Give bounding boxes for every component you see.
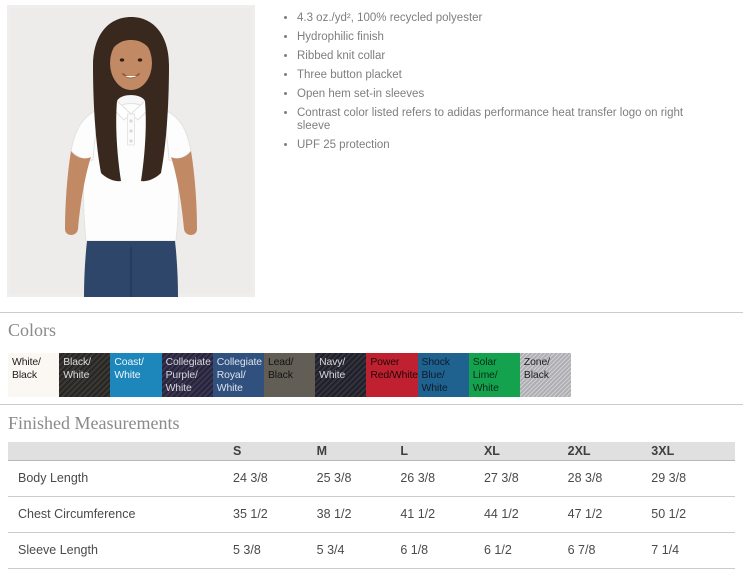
size-col-header-m: M (316, 442, 401, 461)
color-swatch-solar-lime-white[interactable]: Solar Lime/ White (468, 353, 520, 397)
measurement-value: 24 3/8 (233, 460, 317, 497)
color-swatch-coast-white[interactable]: Coast/ White (110, 353, 162, 397)
measurement-value: 41 1/2 (400, 496, 484, 533)
measurement-row-label: Sleeve Length (8, 532, 233, 569)
measurement-value: 5 3/4 (316, 532, 401, 569)
measurement-value: 35 1/2 (233, 496, 317, 533)
feature-list: 4.3 oz./yd², 100% recycled polyester Hydr… (281, 12, 693, 158)
measurements-table: S M L XL 2XL 3XL Body Length 24 3/8 25 3/8 26 3/… (8, 442, 735, 569)
measurement-row: Body Length 24 3/8 25 3/8 26 3/8 27 3/8 28 3/… (8, 460, 735, 497)
size-col-header-xl: XL (483, 442, 568, 461)
feature-item: UPF 25 protection (297, 139, 693, 152)
size-col-header-2xl: 2XL (567, 442, 652, 461)
measurements-head-row: S M L XL 2XL 3XL (8, 442, 735, 461)
colors-heading: Colors (8, 320, 57, 340)
feature-item: Ribbed knit collar (297, 50, 693, 63)
measurement-value: 6 1/8 (400, 532, 484, 569)
product-photo (7, 5, 255, 297)
color-swatch-white-black[interactable]: White/ Black (8, 353, 60, 397)
measurement-row-label: Body Length (8, 460, 233, 497)
feature-item: 4.3 oz./yd², 100% recycled polyester (297, 12, 693, 25)
divider (0, 312, 743, 313)
feature-item: Three button placket (297, 69, 693, 82)
measurement-value: 50 1/2 (651, 496, 735, 533)
measurements-body: Body Length 24 3/8 25 3/8 26 3/8 27 3/8 28 3/… (8, 460, 735, 569)
color-swatch-black-white[interactable]: Black/ White (59, 353, 111, 397)
feature-item: Contrast color listed refers to adidas p… (297, 107, 693, 133)
color-swatch-lead-black[interactable]: Lead/ Black (263, 353, 316, 397)
measurement-value: 29 3/8 (651, 460, 735, 497)
measurements-heading: Finished Measurements (8, 413, 180, 433)
size-col-header-l: L (400, 442, 484, 461)
divider (0, 404, 743, 405)
feature-item: Open hem set-in sleeves (297, 88, 693, 101)
model-illustration (7, 5, 255, 297)
measurement-value: 6 7/8 (567, 532, 652, 569)
color-swatch-navy-white[interactable]: Navy/ White (315, 353, 367, 397)
size-col-header-3xl: 3XL (651, 442, 735, 461)
measurement-row: Sleeve Length 5 3/8 5 3/4 6 1/8 6 1/2 6 7/8 7 … (8, 532, 735, 569)
color-swatch-shock-blue-white[interactable]: Shock Blue/ White (417, 353, 469, 397)
size-col-header-empty (8, 442, 233, 461)
measurement-value: 26 3/8 (400, 460, 484, 497)
measurement-value: 5 3/8 (233, 532, 317, 569)
measurement-row-label: Chest Circumference (8, 496, 233, 533)
color-swatch-power-red-white[interactable]: Power Red/White (366, 353, 418, 397)
feature-item: Hydrophilic finish (297, 31, 693, 44)
color-swatch-collegiate-purple-white[interactable]: Collegiate Purple/ White (161, 353, 213, 397)
color-swatch-zone-black[interactable]: Zone/ Black (519, 353, 572, 397)
measurement-value: 25 3/8 (316, 460, 401, 497)
size-col-header-s: S (233, 442, 317, 461)
measurement-row: Chest Circumference 35 1/2 38 1/2 41 1/2 44 … (8, 496, 735, 533)
measurement-value: 7 1/4 (651, 532, 735, 569)
measurement-value: 6 1/2 (483, 532, 568, 569)
color-swatches: White/ Black Black/ White Coast/ White Coll… (8, 353, 572, 397)
color-swatch-collegiate-royal-white[interactable]: Collegiate Royal/ White (212, 353, 264, 397)
measurement-value: 44 1/2 (483, 496, 568, 533)
measurement-value: 38 1/2 (316, 496, 401, 533)
measurement-value: 28 3/8 (567, 460, 652, 497)
measurement-value: 27 3/8 (483, 460, 568, 497)
measurement-value: 47 1/2 (567, 496, 652, 533)
